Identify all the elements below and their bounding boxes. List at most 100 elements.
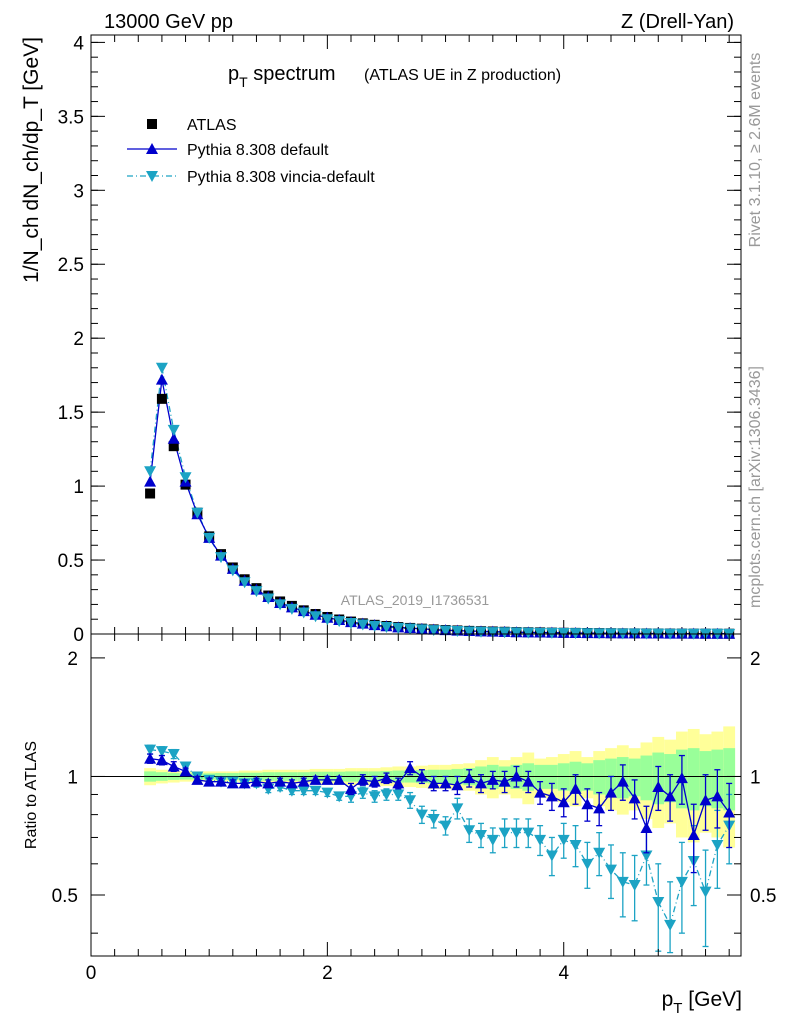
vincia-point [451, 626, 464, 638]
vincia-ratio-point [415, 809, 428, 821]
ratio-y-tick-label: 2 [67, 649, 78, 670]
vincia-point [167, 424, 180, 436]
vincia-ratio-point [498, 827, 511, 839]
default-ratio-point [297, 775, 310, 787]
ratio-band-green [628, 758, 641, 797]
default-ratio-point [510, 770, 523, 782]
default-ratio-point [687, 829, 700, 841]
vincia-point [297, 607, 310, 619]
vincia-point [226, 565, 239, 577]
legend-marker-pythia-vincia [146, 171, 158, 182]
default-ratio-point [451, 779, 464, 791]
default-ratio-point [569, 782, 582, 794]
vincia-ratio-point [297, 785, 310, 797]
vincia-ratio-point [664, 919, 677, 931]
default-ratio-point [463, 772, 476, 784]
vincia-ratio-point [333, 791, 346, 803]
main-y-tick-label: 1 [73, 477, 84, 498]
vincia-point [534, 627, 547, 639]
ratio-y-axis-label: Ratio to ATLAS [23, 741, 40, 849]
main-y-tick-label: 0 [73, 625, 84, 646]
vincia-ratio-point [321, 787, 334, 799]
default-ratio-point [557, 796, 570, 808]
vincia-ratio-point [616, 876, 629, 888]
vincia-ratio-point [167, 749, 180, 761]
legend-marker-pythia-default [146, 143, 158, 154]
vincia-ratio-point [675, 876, 688, 888]
vincia-ratio-point [510, 827, 523, 839]
vincia-ratio-point [368, 791, 381, 803]
default-ratio-point [522, 775, 535, 787]
vincia-ratio-point [534, 834, 547, 846]
ratio-y-tick-label: 0.5 [52, 886, 78, 907]
default-point [167, 432, 180, 444]
default-ratio-point [368, 775, 381, 787]
header-right-label: Z (Drell-Yan) [621, 11, 734, 33]
default-ratio-point [545, 790, 558, 802]
vincia-ratio-point [486, 834, 499, 846]
vincia-point [498, 627, 511, 639]
default-point [155, 373, 168, 385]
default-ratio-point [652, 781, 665, 793]
vincia-ratio-point [522, 827, 535, 839]
default-ratio-point [333, 773, 346, 785]
vincia-point [203, 532, 216, 544]
atlas-point [156, 393, 167, 404]
x-axis-label: pT [GeV] [662, 988, 742, 1017]
vincia-ratio-point [557, 834, 570, 846]
ratio-y-tick-label-right: 0.5 [750, 886, 776, 907]
vincia-point [285, 603, 298, 615]
mcplots-label: mcplots.cern.ch [arXiv:1306.3436] [747, 366, 764, 608]
ratio-y-axis: 0.5 0.5 1 1 2 2 [52, 649, 776, 934]
vincia-point [321, 614, 334, 626]
default-ratio-point [380, 772, 393, 784]
vincia-ratio-point [309, 785, 322, 797]
vincia-point [333, 616, 346, 628]
legend-label-pythia-default: Pythia 8.308 default [187, 142, 329, 159]
vincia-point [155, 362, 168, 374]
main-y-tick-label: 4 [73, 33, 84, 54]
vincia-point [392, 622, 405, 634]
vincia-ratio-point [451, 803, 464, 815]
vincia-point [404, 623, 417, 635]
atlas-point [145, 488, 156, 499]
default-ratio-point [309, 773, 322, 785]
vincia-point [522, 627, 535, 639]
ratio-y-tick-label-right: 2 [750, 649, 761, 670]
plot-title: pT spectrum [228, 63, 336, 90]
atlas-point [168, 441, 179, 452]
ratio-x-axis: 0 2 4 [86, 634, 730, 984]
vincia-point [179, 472, 192, 484]
legend: ATLAS Pythia 8.308 default Pythia 8.308 … [127, 117, 375, 186]
default-ratio-point [250, 775, 263, 787]
default-ratio-point [345, 782, 357, 794]
default-ratio-point [605, 786, 617, 798]
default-ratio-point [203, 775, 216, 787]
vincia-point [486, 627, 499, 639]
default-ratio-point [226, 777, 239, 789]
default-ratio-point [699, 794, 712, 806]
default-ratio-point [321, 773, 334, 785]
legend-item-atlas: ATLAS [147, 117, 237, 134]
vincia-point [439, 625, 452, 637]
ratio-band-green [557, 763, 570, 791]
default-ratio-point [616, 775, 629, 787]
vincia-ratio-point [628, 880, 641, 892]
vincia-point [274, 599, 287, 611]
default-ratio-point [486, 773, 499, 785]
vincia-point [356, 619, 369, 631]
vincia-ratio-point [463, 825, 476, 837]
default-ratio-point [415, 770, 428, 782]
vincia-ratio-point [404, 795, 417, 807]
vincia-ratio-point [699, 886, 712, 898]
vincia-point [262, 593, 275, 605]
default-ratio-point [285, 777, 298, 789]
vincia-point [510, 627, 523, 639]
vincia-ratio-point [593, 847, 606, 859]
vincia-ratio-point [711, 839, 724, 851]
vincia-point [415, 624, 428, 636]
vincia-point [380, 622, 393, 634]
main-y-axis: 0 0.5 1 1.5 2 2.5 3 3.5 4 [58, 33, 741, 646]
ratio-y-tick-label-right: 1 [750, 767, 761, 788]
vincia-ratio-point [652, 896, 665, 908]
